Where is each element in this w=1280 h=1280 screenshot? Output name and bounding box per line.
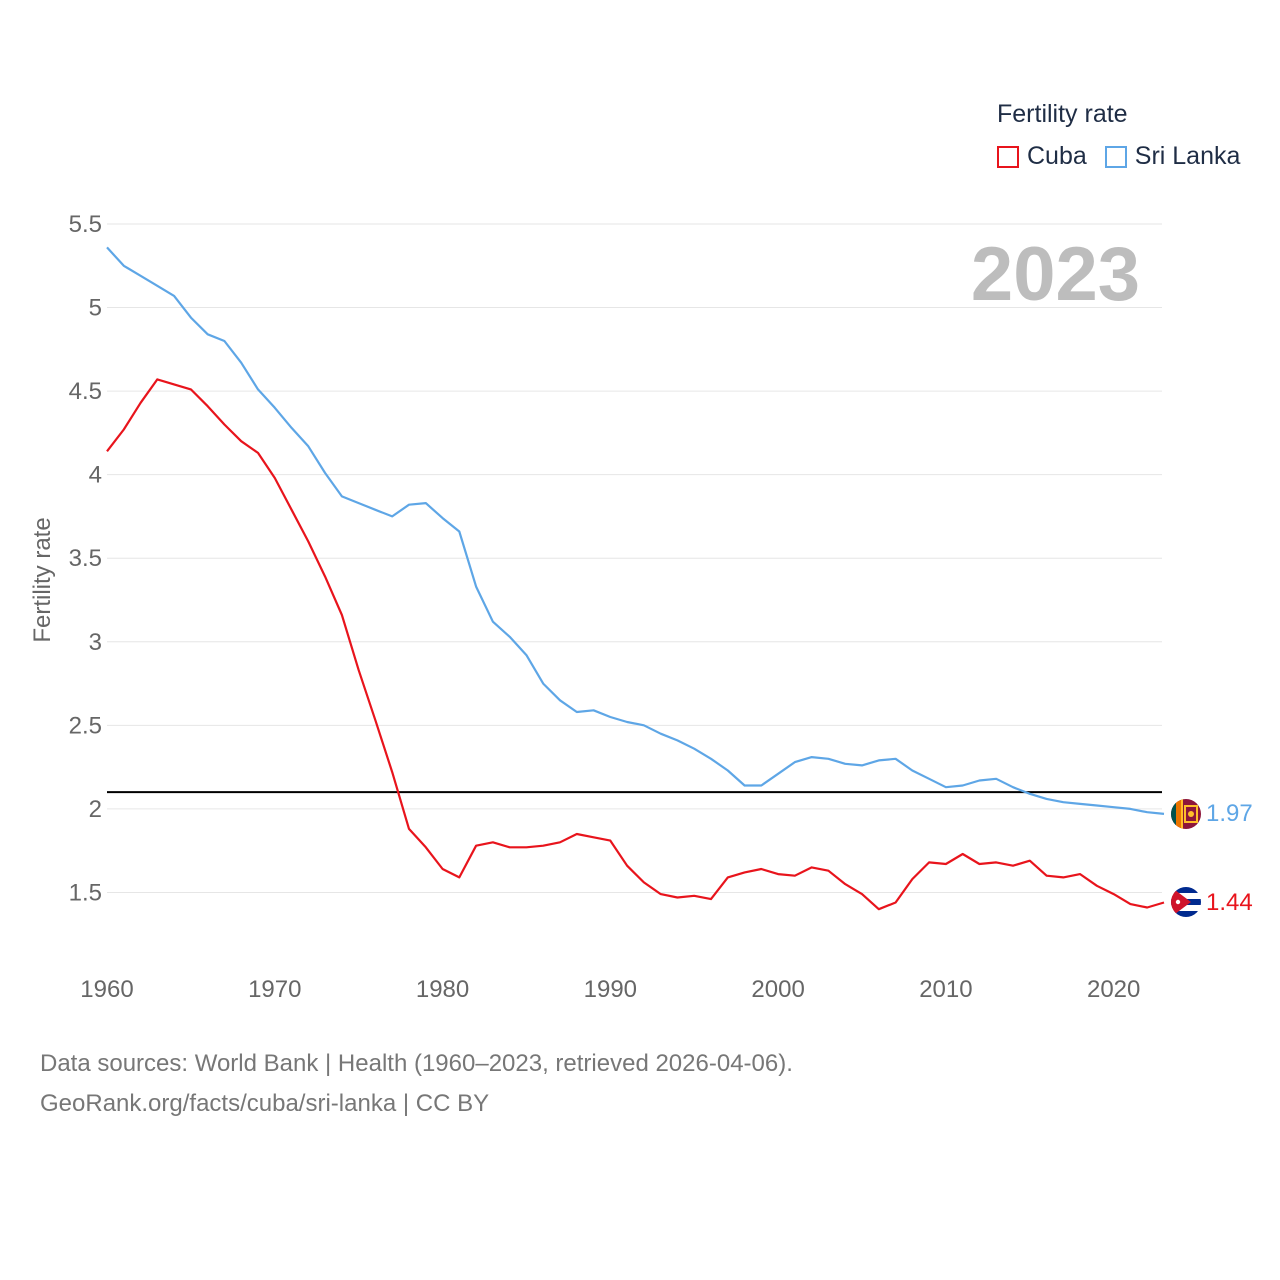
y-tick-label: 5.5 — [69, 211, 102, 238]
series-line-sri-lanka[interactable] — [106, 246, 1165, 815]
cuba-flag — [1171, 887, 1201, 917]
x-tick-label: 1970 — [248, 976, 301, 1003]
legend-swatch-cuba — [997, 145, 1019, 168]
y-tick-label: 2.5 — [69, 712, 102, 739]
x-tick-label: 1960 — [80, 976, 133, 1003]
cuba-end-value: 1.44 — [1206, 889, 1253, 916]
year-label: 2023 — [971, 232, 1140, 317]
legend: Cuba Sri Lanka — [997, 142, 1258, 171]
y-tick-label: 3 — [89, 629, 102, 656]
x-axis: 1960 1970 1980 1990 2000 2010 2020 — [80, 976, 1140, 1003]
y-axis-label: Fertility rate — [29, 517, 56, 642]
y-tick-label: 2 — [89, 796, 102, 823]
x-tick-label: 2000 — [751, 976, 804, 1003]
footer: Data sources: World Bank | Health (1960–… — [40, 1044, 793, 1124]
legend-label-cuba: Cuba — [1027, 142, 1087, 170]
legend-item-sri-lanka[interactable]: Sri Lanka — [1104, 142, 1241, 171]
legend-title: Fertility rate — [997, 100, 1128, 128]
y-tick-label: 4 — [89, 462, 102, 489]
y-tick-label: 3.5 — [69, 545, 102, 572]
x-tick-label: 2020 — [1087, 976, 1140, 1003]
data-source-note: Data sources: World Bank | Health (1960–… — [40, 1050, 793, 1077]
legend-swatch-sri-lanka — [1104, 145, 1127, 168]
x-tick-label: 1980 — [416, 976, 469, 1003]
x-tick-label: 2010 — [919, 976, 972, 1003]
line-chart: 1.5 2 2.5 3 3.5 4 4.5 5 5.5 1960 1970 1980 1990 2000… — [29, 211, 1253, 1003]
y-axis: 1.5 2 2.5 3 3.5 4 4.5 5 5.5 — [69, 211, 102, 906]
series-line-cuba[interactable] — [106, 378, 1165, 911]
y-tick-label: 5 — [89, 295, 102, 322]
sri-lanka-end-value: 1.97 — [1206, 800, 1253, 827]
y-tick-label: 1.5 — [69, 879, 102, 906]
sri-lanka-flag — [1171, 799, 1201, 829]
legend-label-sri-lanka: Sri Lanka — [1134, 142, 1241, 170]
gridlines — [107, 223, 1162, 893]
legend-item-cuba[interactable]: Cuba — [997, 142, 1087, 171]
attribution-link[interactable]: GeoRank.org/facts/cuba/sri-lanka | CC BY — [40, 1090, 490, 1117]
y-tick-label: 4.5 — [69, 378, 102, 405]
series-group — [106, 246, 1165, 911]
x-tick-label: 1990 — [584, 976, 637, 1003]
